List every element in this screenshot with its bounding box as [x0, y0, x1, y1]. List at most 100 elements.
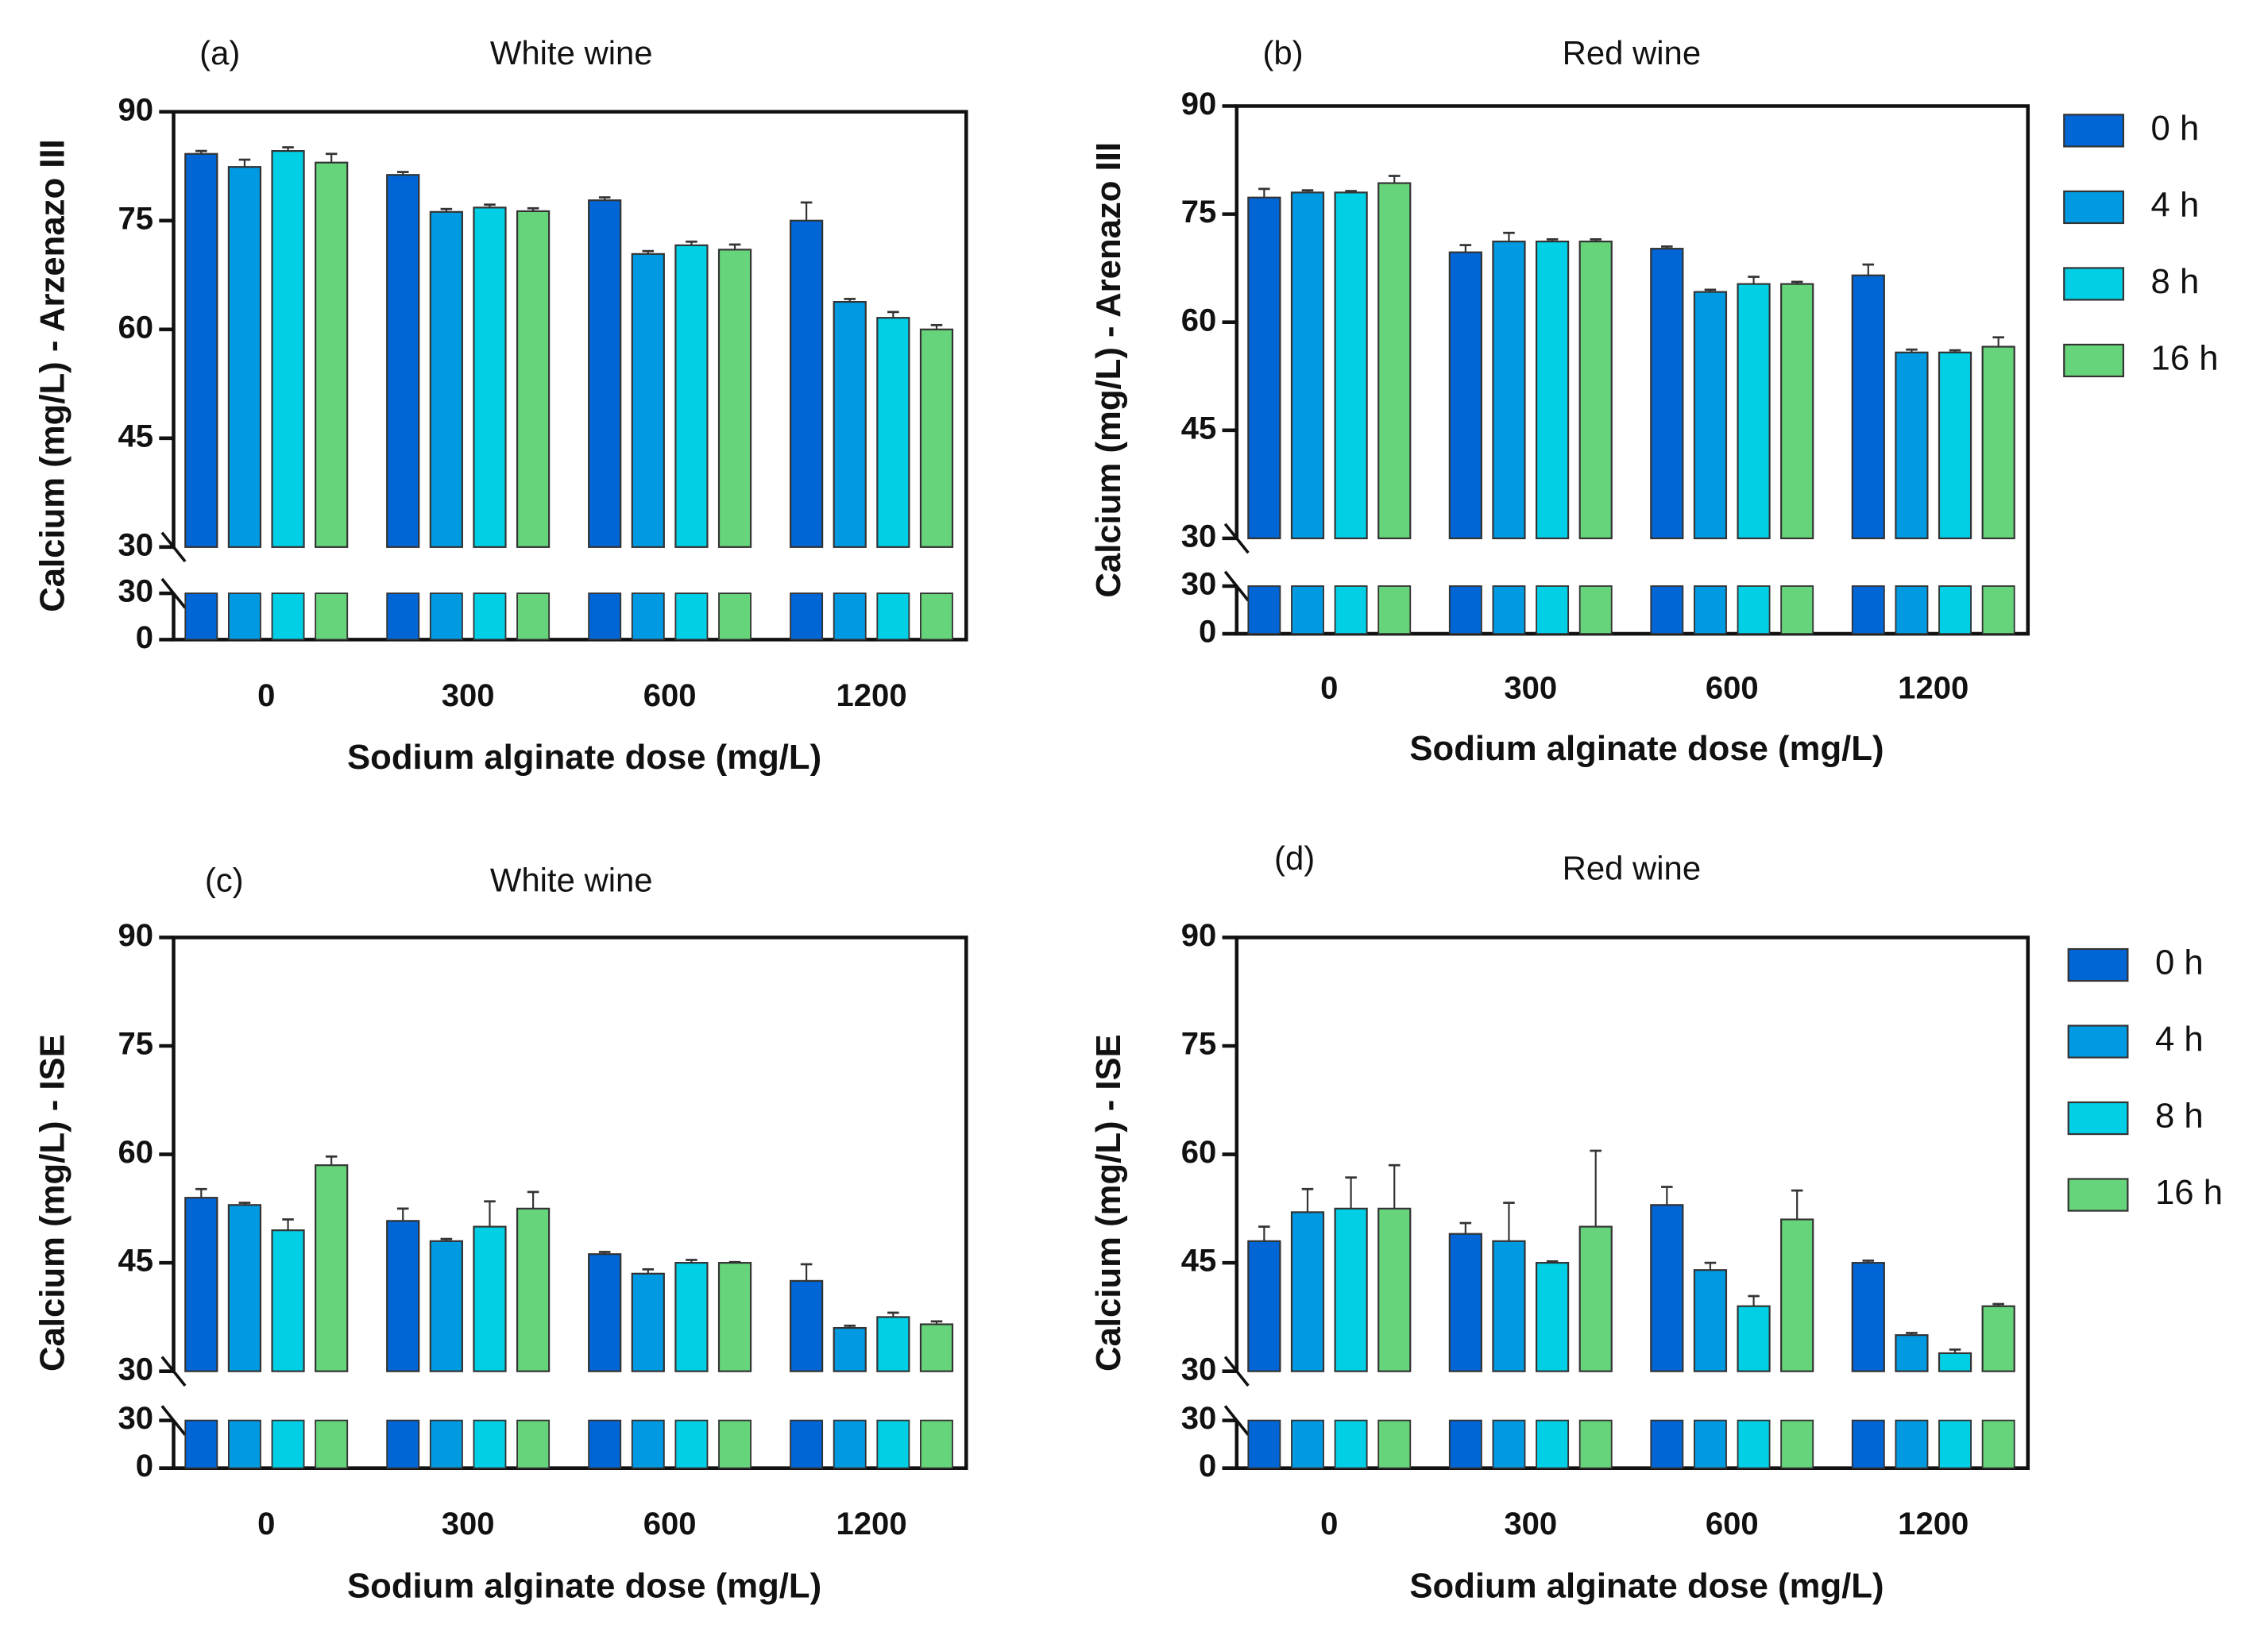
- y-tick-label: 30: [118, 1401, 153, 1436]
- bar: [227, 1204, 262, 1372]
- bar: [1650, 1204, 1684, 1372]
- x-tick-label: 600: [643, 678, 697, 713]
- bar-lower-segment: [718, 1419, 751, 1469]
- panel-label: (c): [205, 861, 244, 898]
- legend-label: 4 h: [2155, 1020, 2204, 1059]
- x-tick-label: 0: [1320, 1507, 1338, 1541]
- bar-lower-segment: [588, 1419, 622, 1469]
- chart-title: White wine: [490, 34, 653, 71]
- y-tick-label: 60: [1181, 1135, 1217, 1170]
- x-tick-label: 300: [1504, 671, 1557, 706]
- bar-lower-segment: [1737, 585, 1771, 635]
- bar-lower-segment: [1492, 585, 1526, 635]
- bar-lower-segment: [1895, 1419, 1929, 1469]
- bar-lower-segment: [429, 1419, 463, 1469]
- bar: [1492, 1240, 1526, 1372]
- bar: [1895, 351, 1929, 540]
- bar-lower-segment: [1895, 585, 1929, 635]
- bar: [386, 174, 420, 548]
- bar-lower-segment: [1334, 585, 1368, 635]
- x-axis-label: Sodium alginate dose (mg/L): [347, 1566, 821, 1605]
- bar-lower-segment: [1737, 1419, 1771, 1469]
- x-tick-label: 600: [643, 1507, 697, 1541]
- bar: [1981, 345, 2015, 540]
- bar-lower-segment: [1981, 585, 2015, 635]
- bar-lower-segment: [1377, 585, 1412, 635]
- bar: [429, 210, 463, 548]
- bar-lower-segment: [1851, 1419, 1885, 1469]
- bar: [386, 1220, 420, 1372]
- bar: [1377, 1207, 1412, 1372]
- legend-swatch: [2067, 1101, 2129, 1136]
- y-tick-label: 90: [118, 92, 153, 127]
- bar-lower-segment: [1247, 1419, 1281, 1469]
- bar: [919, 328, 954, 548]
- bar-lower-segment: [1536, 585, 1570, 635]
- bar: [1693, 1269, 1728, 1372]
- y-tick-label: 60: [118, 310, 153, 345]
- legend-swatch: [2063, 114, 2125, 148]
- legend-swatch: [2067, 1024, 2129, 1059]
- bar-lower-segment: [1694, 1419, 1727, 1469]
- bar-lower-segment: [227, 1419, 261, 1469]
- y-tick-label: 75: [1181, 195, 1217, 230]
- bar-lower-segment: [1536, 1419, 1570, 1469]
- bar: [1938, 351, 1972, 540]
- bar: [717, 249, 752, 548]
- y-tick-label: 90: [1181, 87, 1217, 122]
- bar: [315, 1164, 349, 1372]
- bar-lower-segment: [271, 592, 305, 641]
- y-tick-label: 45: [1181, 411, 1217, 446]
- bar-lower-segment: [790, 592, 824, 641]
- bar-lower-segment: [315, 1419, 349, 1469]
- bar: [1535, 1262, 1570, 1372]
- chart-title: White wine: [490, 861, 653, 898]
- bar: [1334, 1207, 1368, 1372]
- bar-lower-segment: [1291, 1419, 1324, 1469]
- bar: [473, 206, 507, 548]
- bar-lower-segment: [1780, 585, 1814, 635]
- y-tick-label: 60: [118, 1135, 153, 1170]
- bar-lower-segment: [920, 1419, 953, 1469]
- bar-lower-segment: [631, 592, 665, 641]
- bar-lower-segment: [876, 592, 910, 641]
- bar-lower-segment: [1578, 585, 1613, 635]
- bar-lower-segment: [1334, 1419, 1368, 1469]
- bar-lower-segment: [1492, 1419, 1526, 1469]
- bar: [1895, 1334, 1929, 1372]
- y-tick-label: 30: [118, 1352, 153, 1387]
- chart-title: Red wine: [1563, 34, 1702, 71]
- y-tick-label: 30: [1181, 1401, 1217, 1436]
- y-tick-label: 0: [1199, 1449, 1216, 1483]
- bar-lower-segment: [386, 592, 420, 641]
- legend-label: 8 h: [2155, 1097, 2204, 1136]
- bar: [1851, 274, 1885, 540]
- y-tick-label: 75: [1181, 1027, 1217, 1062]
- bar-lower-segment: [184, 592, 218, 641]
- bar: [1693, 291, 1728, 540]
- bar-lower-segment: [1247, 585, 1281, 635]
- legend-label: 16 h: [2155, 1173, 2223, 1212]
- chart-panel-b: (b) Red wine Calcium (mg/L) - Arenazo III S…: [1089, 34, 2030, 768]
- axis-frame: [1234, 936, 2030, 1470]
- bar: [1981, 1305, 2015, 1372]
- panel-label: (b): [1262, 34, 1303, 71]
- bar: [1247, 196, 1281, 540]
- y-axis-label: Calcium (mg/L) - Arenazo III: [1089, 142, 1128, 598]
- bar-lower-segment: [674, 1419, 709, 1469]
- y-tick-label: 75: [118, 201, 153, 236]
- y-tick-label: 90: [118, 918, 153, 953]
- panel-label: (d): [1274, 839, 1315, 877]
- chart-panel-d: (d) Red wine Calcium (mg/L) - ISE Sodium al…: [1089, 839, 2030, 1605]
- x-axis-label: Sodium alginate dose (mg/L): [347, 738, 821, 777]
- bar: [876, 317, 910, 548]
- bar-lower-segment: [429, 592, 463, 641]
- y-tick-label: 0: [136, 620, 153, 655]
- bar-lower-segment: [588, 592, 622, 641]
- bar: [631, 253, 665, 548]
- bar: [674, 244, 709, 548]
- bar: [1247, 1240, 1281, 1372]
- x-tick-label: 1200: [1898, 1507, 1969, 1541]
- bar: [516, 1207, 551, 1372]
